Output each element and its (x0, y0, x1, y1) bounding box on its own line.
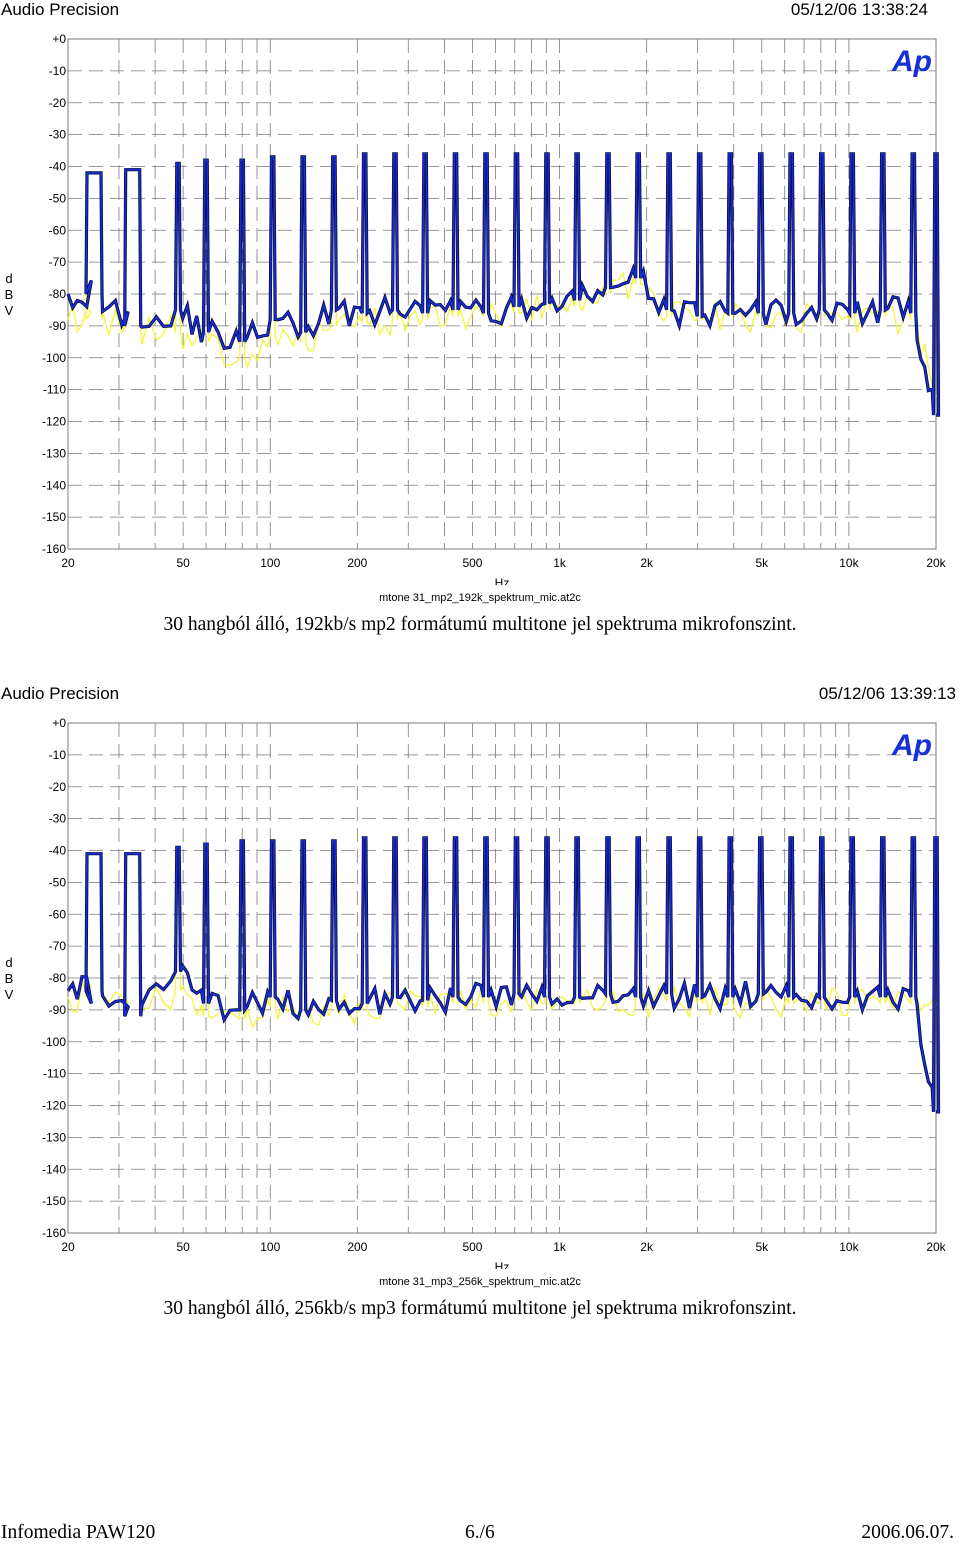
y-tick-label: -80 (49, 971, 67, 985)
y-tick-label: -160 (42, 542, 66, 556)
x-tick-label: 200 (347, 556, 367, 570)
spectrum-chart-2: +0 -10 -20 -30 -40 -50 -60 -70 -80 -90 -100 -110 -12… (42, 716, 947, 1269)
y-tick-label: -110 (43, 383, 66, 397)
x-tick-label: 500 (462, 556, 482, 570)
x-tick-label: 2k (640, 1240, 654, 1254)
y-tick-label: -10 (49, 64, 67, 78)
y-tick-label: -70 (49, 939, 67, 953)
footer-left: Infomedia PAW120 (1, 1522, 156, 1543)
y-tick-label: -100 (42, 1035, 66, 1049)
file-name: mtone 31_mp2_192k_spektrum_mic.at2c (379, 592, 581, 604)
y-tick-label: -60 (49, 223, 67, 237)
y-tick-label: -130 (42, 1130, 66, 1144)
x-tick-label: 200 (347, 1240, 367, 1254)
trace-blue (67, 837, 940, 1113)
x-tick-label: 20 (61, 556, 75, 570)
spectrum-chart-1: +0 -10 -20 -30 -40 -50 -60 -70 -80 -90 -100 -110 -12… (42, 32, 947, 585)
y-tick-label: -60 (49, 907, 67, 921)
trace-dark (66, 152, 941, 417)
y-tick-label: -130 (42, 446, 66, 460)
x-tick-label: 20 (61, 1240, 75, 1254)
x-tick-label: 20k (926, 1240, 946, 1254)
x-tick-label: 50 (176, 1240, 190, 1254)
y-tick-label: -20 (49, 780, 67, 794)
y-tick-label: -10 (49, 748, 67, 762)
y-tick-label: -140 (42, 478, 66, 492)
x-tick-label: 1k (553, 1240, 567, 1254)
chart-caption: 30 hangból álló, 256kb/s mp3 formátumú m… (163, 1298, 797, 1319)
x-tick-label: 100 (260, 556, 280, 570)
timestamp: 05/12/06 13:38:24 (790, 0, 928, 19)
y-tick-label: -90 (49, 1003, 67, 1017)
y-tick-label: -90 (49, 319, 67, 333)
brand-title: Audio Precision (1, 0, 120, 19)
y-tick-label: -40 (49, 844, 67, 858)
chart-caption: 30 hangból álló, 192kb/s mp2 formátumú m… (163, 614, 797, 635)
y-tick-label: +0 (52, 32, 66, 46)
y-tick-label: -20 (49, 96, 67, 110)
footer-center: 6./6 (465, 1522, 495, 1543)
y-tick-label: -40 (49, 160, 67, 174)
x-tick-label: 100 (260, 1240, 280, 1254)
trace-yellow (67, 837, 940, 1029)
trace-dark (66, 836, 941, 1114)
x-tick-label: 2k (640, 556, 654, 570)
y-tick-label: -50 (49, 191, 67, 205)
y-tick-label: -50 (49, 875, 67, 889)
x-tick-label: 5k (755, 556, 769, 570)
brand-title: Audio Precision (1, 684, 120, 703)
y-tick-label: -70 (49, 255, 67, 269)
ap-logo: Ap (891, 45, 932, 78)
x-axis-label: Hz (495, 576, 510, 585)
y-tick-label: -160 (42, 1226, 66, 1240)
y-tick-label: -120 (42, 1099, 66, 1113)
x-tick-label: 1k (553, 556, 567, 570)
x-axis-label: Hz (495, 1260, 510, 1269)
x-tick-label: 50 (176, 556, 190, 570)
x-tick-label: 500 (462, 1240, 482, 1254)
timestamp: 05/12/06 13:39:13 (818, 684, 956, 703)
y-tick-label: -80 (49, 287, 67, 301)
x-tick-label: 20k (926, 556, 946, 570)
x-tick-label: 10k (839, 556, 859, 570)
x-tick-label: 5k (755, 1240, 769, 1254)
y-tick-label: -110 (43, 1067, 66, 1081)
y-tick-label: -30 (49, 812, 67, 826)
file-name: mtone 31_mp3_256k_spektrum_mic.at2c (379, 1276, 581, 1288)
y-tick-label: +0 (52, 716, 66, 730)
y-tick-label: -150 (42, 1194, 66, 1208)
x-tick-label: 10k (839, 1240, 859, 1254)
y-tick-label: -120 (42, 415, 66, 429)
y-tick-label: -150 (42, 510, 66, 524)
y-tick-label: -30 (49, 128, 67, 142)
y-tick-label: -100 (42, 351, 66, 365)
footer-right: 2006.06.07. (861, 1522, 954, 1543)
trace-yellow (67, 153, 940, 397)
y-tick-label: -140 (42, 1162, 66, 1176)
ap-logo: Ap (891, 729, 932, 762)
trace-blue (67, 153, 940, 416)
